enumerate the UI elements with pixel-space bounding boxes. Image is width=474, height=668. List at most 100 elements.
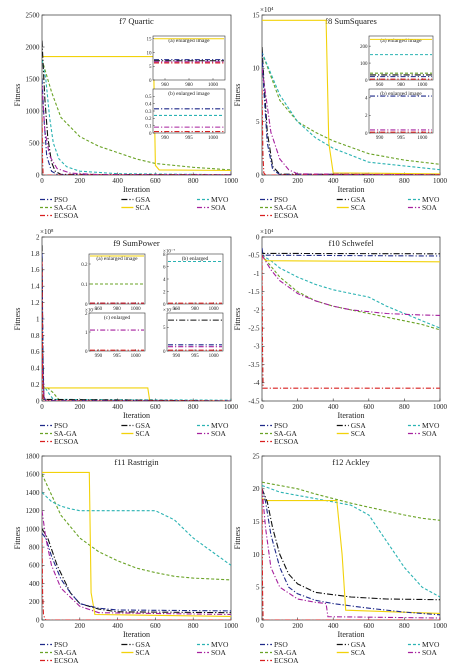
y-tick-label: -4	[254, 379, 260, 387]
chart-panel-f9-sumpower: 0 200 400 600 800 100000.20.40.60.811.21.41.6…	[13, 228, 239, 446]
inset-y-tick-label: 0.2	[145, 117, 152, 122]
y-tick-label: 0.8	[31, 332, 40, 340]
inset-x-tick-label: 990	[376, 136, 384, 141]
chart-panel-f10-schwefel: 0 200 400 600 800 1000 0 -0.5 -1 -1.5 -2 -2.5 -3 -3.5…	[233, 228, 448, 446]
y-tick-label: 5	[256, 118, 260, 126]
inset-label: (a) enlarged image	[168, 37, 210, 44]
legend-label-sa-ga: SA-GA	[54, 203, 78, 212]
inset-y-tick-label: 5	[163, 326, 166, 331]
legend-label-sa-ga: SA-GA	[54, 648, 78, 657]
legend-label-gsa: GSA	[135, 640, 151, 649]
inset-y-tick-label: 0.4	[145, 102, 152, 107]
inset-exponent: ×10⁻¹²	[163, 308, 177, 314]
y-tick-label: 1.4	[31, 283, 40, 291]
y-tick-label: 10	[253, 65, 261, 73]
inset-y-tick-label: 10	[147, 51, 153, 56]
y-tick-label: 400	[29, 580, 40, 588]
inset-b-enlarged: (b) enlarged ×10⁻⁷ 960 980 1000 0 2 4 6 8	[163, 249, 224, 312]
inset-y-tick-label: 0.1	[145, 124, 152, 129]
inset-x-tick-label: 995	[113, 354, 121, 359]
inset-y-tick-label: 0	[85, 350, 88, 355]
legend-label-mvo: MVO	[422, 640, 440, 649]
y-tick-label: 0	[256, 233, 260, 241]
inset-y-tick-label: 15	[147, 38, 153, 43]
legend-label-soa: SOA	[422, 648, 438, 657]
series-line-soa	[42, 85, 231, 175]
x-tick-label: 400	[328, 403, 339, 411]
legend-label-ecsoa: ECSOA	[54, 656, 79, 665]
legend-label-gsa: GSA	[135, 195, 151, 204]
legend-label-soa: SOA	[422, 429, 438, 438]
x-tick-label: 200	[292, 622, 303, 630]
legend-label-soa: SOA	[422, 203, 438, 212]
legend-label-sca: SCA	[135, 648, 150, 657]
legend-label-sca: SCA	[351, 648, 366, 657]
inset-y-tick-label: 1	[85, 331, 88, 336]
inset-x-tick-label: 960	[173, 307, 181, 312]
inset-x-tick-label: 990	[173, 354, 181, 359]
x-tick-label: 1000	[224, 177, 239, 185]
legend-label-ecsoa: ECSOA	[274, 211, 299, 220]
x-tick-label: 600	[364, 622, 375, 630]
legend-label-sa-ga: SA-GA	[274, 429, 298, 438]
y-tick-label: 1200	[26, 507, 41, 515]
inset-x-tick-label: 960	[95, 307, 103, 312]
legend: PSO GSA MVO SA-GA SCA SOA ECSOA	[260, 421, 440, 446]
legend-label-sa-ga: SA-GA	[54, 429, 78, 438]
series-line-sca	[42, 471, 231, 617]
x-tick-label: 800	[188, 177, 199, 185]
series-line-pso	[42, 253, 231, 401]
inset-label: (c) enlarged	[104, 314, 131, 321]
series-line-mvo	[42, 492, 231, 566]
inset-y-tick-label: 0.2	[81, 263, 88, 268]
y-tick-label: -1	[254, 270, 260, 278]
x-tick-label: 800	[399, 403, 410, 411]
y-tick-label: 1000	[26, 107, 41, 115]
inset-label: (b) enlarged	[182, 255, 209, 262]
y-tick-label: 0.6	[31, 348, 40, 356]
series-line-sa-ga	[42, 473, 231, 581]
y-tick-label: -1.5	[248, 288, 260, 296]
series-line-gsa	[42, 40, 231, 175]
inset-x-tick-label: 1000	[209, 307, 220, 312]
legend-label-sa-ga: SA-GA	[274, 203, 298, 212]
series-line-sca	[262, 19, 440, 175]
series-line-ecsoa	[262, 89, 440, 175]
x-tick-label: 400	[112, 622, 123, 630]
legend: PSO GSA MVO SA-GA SCA SOA ECSOA	[40, 640, 229, 665]
y-tick-label: 200	[29, 598, 40, 606]
x-axis-label: Iteration	[123, 411, 150, 420]
inset-y-tick-label: 0.1	[81, 283, 88, 288]
x-tick-label: 200	[292, 177, 303, 185]
chart-title: f12 Ackley	[332, 457, 370, 467]
legend-label-pso: PSO	[274, 195, 288, 204]
inset-y-tick-label: 0	[163, 303, 166, 308]
inset-exponent: ×10⁻⁷	[163, 249, 175, 255]
x-tick-label: 400	[328, 622, 339, 630]
legend-label-ecsoa: ECSOA	[274, 656, 299, 665]
legend-label-sca: SCA	[351, 203, 366, 212]
legend-label-mvo: MVO	[211, 640, 229, 649]
inset-b-enlarged-image: (b) enlarged image 990 995 1000 0 0.1 0.2 0.3 0.…	[145, 88, 226, 141]
inset-x-tick-label: 990	[161, 136, 169, 141]
x-tick-label: 800	[399, 622, 410, 630]
series-line-soa	[42, 359, 231, 401]
y-tick-label: 1800	[26, 452, 41, 460]
inset-frame	[88, 253, 146, 305]
series-line-gsa	[262, 249, 440, 255]
series-line-soa	[262, 254, 440, 316]
x-tick-label: 600	[150, 622, 161, 630]
x-axis-label: Iteration	[123, 630, 150, 639]
y-tick-label: 500	[29, 139, 40, 147]
x-tick-label: 0	[260, 403, 264, 411]
x-tick-label: 600	[364, 403, 375, 411]
y-axis-label: Fitness	[233, 308, 242, 331]
x-tick-label: 200	[292, 403, 303, 411]
inset-y-tick-label: 0	[149, 79, 152, 84]
inset-y-tick-label: 0.5	[145, 95, 152, 100]
inset-x-tick-label: 1000	[131, 307, 142, 312]
inset-x-tick-label: 1000	[209, 354, 220, 359]
series-line-sa-ga	[42, 59, 231, 171]
inset-y-tick-label: 0	[163, 350, 166, 355]
